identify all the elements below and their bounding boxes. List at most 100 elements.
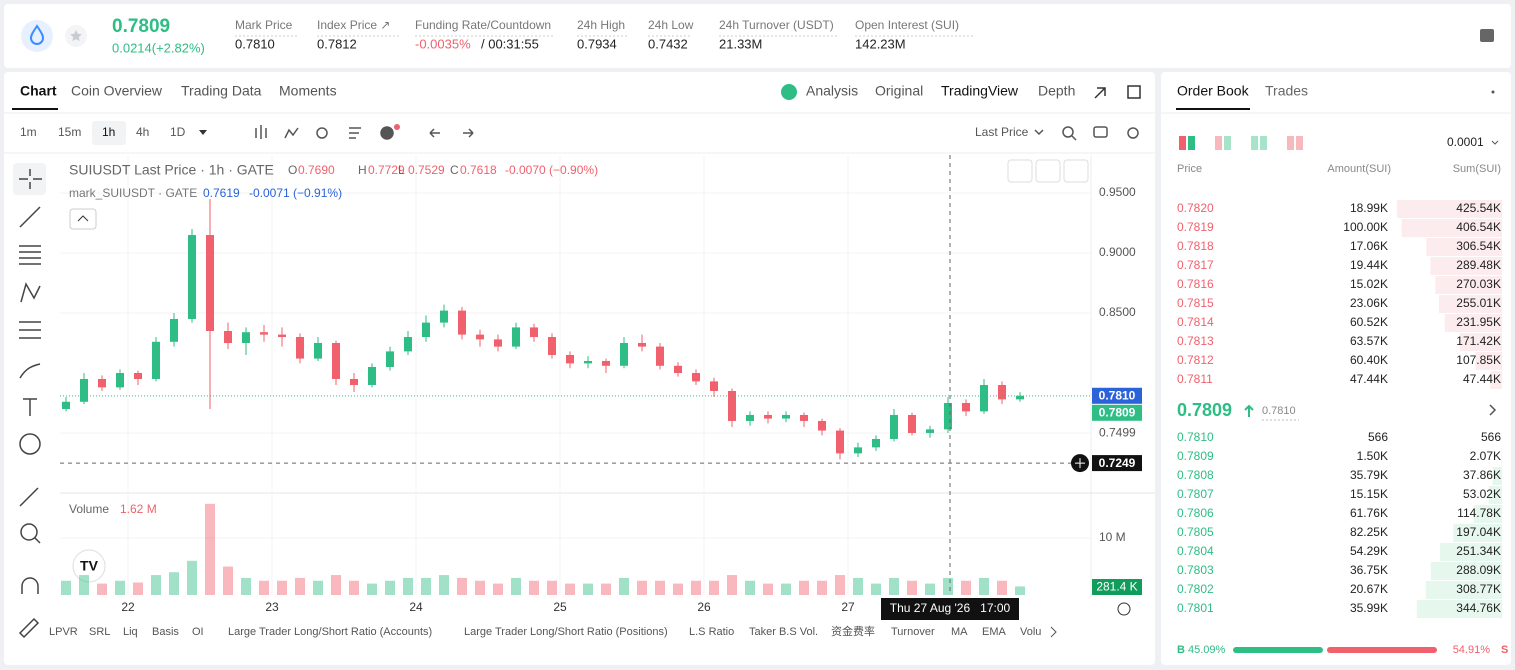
interval[interactable]: 4h [136, 125, 149, 139]
volume-bar [205, 503, 215, 595]
row-sum: 306.54K [1456, 239, 1501, 253]
expand-icon[interactable] [1094, 87, 1106, 99]
price-type[interactable]: Last Price [975, 125, 1029, 139]
candle-body [224, 330, 232, 343]
interval[interactable]: 15m [58, 125, 81, 139]
row-price: 0.7801 [1177, 601, 1214, 615]
candle-body [80, 378, 88, 402]
volume-bar [133, 582, 143, 595]
indicator-scroll[interactable] [1050, 626, 1057, 638]
row-price: 0.7810 [1177, 430, 1214, 444]
ob-tab[interactable]: Trades [1265, 83, 1308, 99]
row-price: 0.7820 [1177, 201, 1214, 215]
candle-body [350, 378, 358, 385]
candle-body [512, 327, 520, 347]
stat-label: 24h High [577, 18, 625, 32]
depth-bar [1430, 257, 1502, 275]
candle-body [602, 360, 610, 366]
volume-bar [835, 575, 845, 595]
volume-bar [241, 577, 251, 595]
ai-icon [781, 84, 797, 100]
candle-body [728, 390, 736, 421]
indicator[interactable]: Taker B.S Vol. [749, 626, 818, 638]
tab[interactable]: Trading Data [181, 83, 262, 99]
price-tag-label: 0.7809 [1099, 405, 1136, 419]
candle-body [476, 334, 484, 340]
x-tick-label: 25 [553, 600, 567, 614]
window-icon[interactable] [1127, 85, 1141, 99]
row-price: 0.7811 [1177, 372, 1213, 386]
row-sum: 231.95K [1456, 315, 1501, 329]
row-amount: 15.02K [1350, 277, 1388, 291]
collapse-button[interactable] [69, 208, 97, 230]
depth-bar [1416, 600, 1502, 618]
volume-bar [979, 577, 989, 595]
row-amount: 35.79K [1350, 468, 1388, 482]
row-price: 0.7815 [1177, 296, 1214, 310]
indicator[interactable]: Liq [123, 626, 138, 638]
depth-bar [1425, 581, 1502, 599]
volume-bar [619, 577, 629, 595]
tab[interactable]: Coin Overview [71, 83, 163, 99]
row-amount: 82.25K [1350, 525, 1388, 539]
precision[interactable]: 0.0001 [1447, 135, 1484, 149]
candle-body [458, 310, 466, 335]
depth-bar [1459, 333, 1502, 351]
settings-icon[interactable] [1117, 602, 1131, 616]
indicator[interactable]: Large Trader Long/Short Ratio (Accounts) [228, 626, 432, 638]
interval[interactable]: 1D [170, 125, 186, 139]
indicator[interactable]: L.S Ratio [689, 626, 734, 638]
price-tag [1092, 455, 1142, 472]
volume-bar [601, 583, 611, 595]
chevron[interactable] [1489, 404, 1497, 416]
candle-body [854, 447, 862, 454]
row-sum: 251.34K [1456, 544, 1501, 558]
indicator[interactable]: Volu [1020, 626, 1041, 638]
tab[interactable]: Moments [279, 83, 337, 99]
menu-icon[interactable] [1480, 29, 1494, 42]
depth-bar [1426, 238, 1502, 256]
volume-bar [889, 577, 899, 595]
candle-body [836, 430, 844, 454]
row-price: 0.7805 [1177, 525, 1214, 539]
indicator[interactable]: SRL [89, 626, 110, 638]
crosshair-date-box [881, 598, 1019, 620]
volume-bar [781, 583, 791, 595]
volume-bar [385, 580, 395, 595]
dropdown-arrow[interactable] [199, 130, 207, 135]
indicator[interactable]: Basis [152, 626, 179, 638]
row-price: 0.7807 [1177, 487, 1214, 501]
y-tick-label: 0.9500 [1099, 185, 1136, 199]
interval[interactable]: 1m [20, 125, 37, 139]
indicator[interactable]: 资金费率 [831, 624, 875, 638]
view-tab[interactable]: Analysis [806, 83, 858, 99]
ob-tab[interactable]: Order Book [1177, 83, 1250, 99]
indicator[interactable]: MA [951, 626, 968, 638]
view-tab[interactable]: Original [875, 83, 923, 99]
indicator[interactable]: EMA [982, 626, 1007, 638]
stat-value: 21.33M [719, 36, 762, 51]
candle-body [980, 384, 988, 412]
indicator[interactable]: Turnover [891, 626, 935, 638]
volume-bar [277, 580, 287, 595]
column-header: Sum(SUI) [1453, 163, 1501, 175]
depth-bar [1430, 562, 1502, 580]
candle-body [134, 372, 142, 379]
chart-controls[interactable] [1007, 159, 1089, 183]
indicator[interactable]: Large Trader Long/Short Ratio (Positions… [464, 626, 668, 638]
view-tab[interactable]: TradingView [941, 83, 1019, 99]
indicator[interactable]: OI [192, 626, 204, 638]
view-tab[interactable]: Depth [1038, 83, 1075, 99]
indicator[interactable]: LPVR [49, 626, 78, 638]
stat-label: Mark Price [235, 18, 293, 32]
interval-selected-bg [92, 121, 126, 145]
tab[interactable]: Chart [20, 83, 57, 99]
row-amount: 15.15K [1350, 487, 1388, 501]
candle-body [260, 332, 268, 335]
volume-bar [493, 583, 503, 595]
ohlc-change: -0.0070 (−0.90%) [505, 163, 598, 177]
layout-icons[interactable] [1179, 136, 1303, 150]
volume-bar [655, 580, 665, 595]
interval[interactable]: 1h [102, 125, 115, 139]
